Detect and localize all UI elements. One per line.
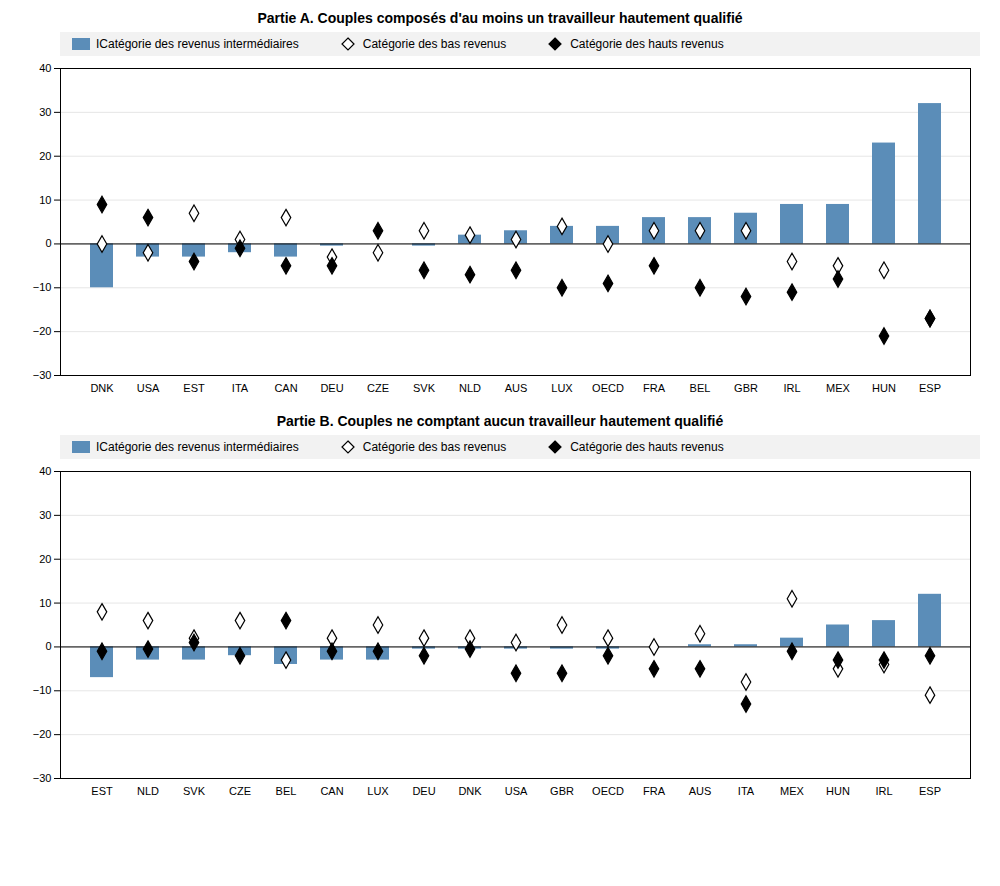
svg-text:0: 0: [45, 237, 51, 249]
svg-text:−30: −30: [33, 772, 52, 784]
svg-text:−10: −10: [33, 684, 52, 696]
svg-text:−20: −20: [33, 325, 52, 337]
svg-text:SVK: SVK: [413, 382, 436, 394]
html-text:Catégorie des bas revenus: Catégorie des bas revenus: [362, 37, 507, 51]
html-text:Catégorie des hauts revenus: Catégorie des hauts revenus: [570, 37, 724, 51]
svg-text:IRL: IRL: [783, 382, 800, 394]
svg-text:0: 0: [45, 640, 51, 652]
svg-text:FRA: FRA: [643, 382, 666, 394]
svg-text:−20: −20: [33, 728, 52, 740]
html-text:Catégorie des bas revenus: Catégorie des bas revenus: [362, 440, 507, 454]
svg-text:CZE: CZE: [367, 382, 389, 394]
svg-text:USA: USA: [505, 785, 528, 797]
svg-text:10: 10: [39, 597, 51, 609]
svg-text:ESP: ESP: [919, 785, 941, 797]
svg-text:MEX: MEX: [826, 382, 851, 394]
svg-text:−30: −30: [33, 369, 52, 381]
svg-text:CAN: CAN: [274, 382, 297, 394]
svg-text:ITA: ITA: [738, 785, 755, 797]
svg-text:EST: EST: [183, 382, 205, 394]
html-text:ICatégorie des revenus intermé: ICatégorie des revenus intermédiaires: [96, 37, 299, 51]
svg-text:HUN: HUN: [872, 382, 896, 394]
svg-text:HUN: HUN: [826, 785, 850, 797]
svg-text:DNK: DNK: [458, 785, 482, 797]
svg-text:AUS: AUS: [505, 382, 528, 394]
svg-text:NLD: NLD: [137, 785, 159, 797]
svg-text:LUX: LUX: [551, 382, 573, 394]
svg-text:DEU: DEU: [412, 785, 435, 797]
svg-text:DEU: DEU: [320, 382, 343, 394]
svg-text:20: 20: [39, 553, 51, 565]
html-text:Partie B. Couples ne comptant: Partie B. Couples ne comptant aucun trav…: [276, 413, 724, 429]
svg-text:MEX: MEX: [780, 785, 805, 797]
svg-text:10: 10: [39, 194, 51, 206]
svg-text:30: 30: [39, 509, 51, 521]
svg-text:SVK: SVK: [183, 785, 206, 797]
html-text:Catégorie des hauts revenus: Catégorie des hauts revenus: [570, 440, 724, 454]
html-text:ICatégorie des revenus intermé: ICatégorie des revenus intermédiaires: [96, 440, 299, 454]
svg-text:OECD: OECD: [592, 785, 624, 797]
svg-text:LUX: LUX: [367, 785, 389, 797]
svg-text:40: 40: [39, 62, 51, 74]
svg-text:FRA: FRA: [643, 785, 666, 797]
svg-text:20: 20: [39, 150, 51, 162]
svg-text:GBR: GBR: [734, 382, 758, 394]
svg-text:AUS: AUS: [689, 785, 712, 797]
svg-text:NLD: NLD: [459, 382, 481, 394]
svg-text:USA: USA: [137, 382, 160, 394]
svg-text:EST: EST: [91, 785, 113, 797]
html-text:Partie A. Couples composés d'a: Partie A. Couples composés d'au moins un…: [257, 10, 743, 26]
svg-text:BEL: BEL: [276, 785, 297, 797]
svg-text:DNK: DNK: [90, 382, 114, 394]
svg-text:IRL: IRL: [875, 785, 892, 797]
svg-text:ESP: ESP: [919, 382, 941, 394]
svg-text:CZE: CZE: [229, 785, 251, 797]
svg-text:−10: −10: [33, 281, 52, 293]
svg-text:OECD: OECD: [592, 382, 624, 394]
svg-text:BEL: BEL: [690, 382, 711, 394]
svg-text:CAN: CAN: [320, 785, 343, 797]
svg-text:40: 40: [39, 465, 51, 477]
svg-text:GBR: GBR: [550, 785, 574, 797]
svg-text:30: 30: [39, 106, 51, 118]
svg-text:ITA: ITA: [232, 382, 249, 394]
